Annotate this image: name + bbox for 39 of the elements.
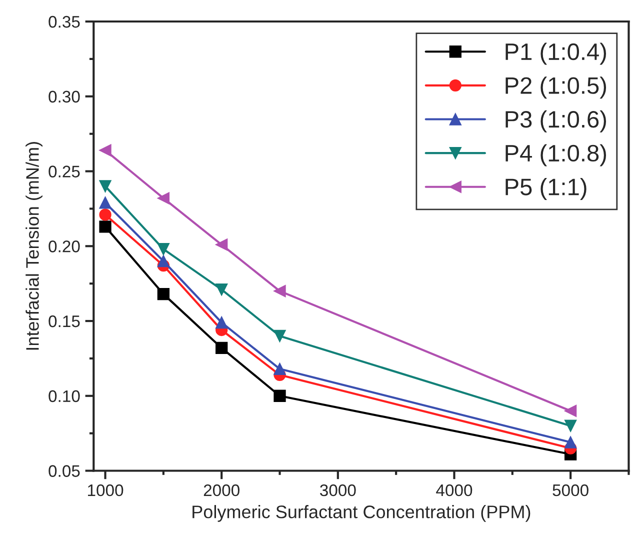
- point: [157, 288, 170, 300]
- legend-label: P3 (1:0.6): [506, 110, 606, 132]
- point: [216, 316, 228, 329]
- y-axis-title: Interfacial Tension (mN/m): [26, 142, 42, 350]
- point: [99, 144, 112, 156]
- legend-label: P5 (1:1): [506, 178, 586, 200]
- point: [157, 243, 170, 256]
- point: [274, 390, 286, 402]
- x-tick-label: 2000: [204, 484, 240, 496]
- point: [216, 342, 228, 354]
- y-tick-label: 0.10: [48, 390, 80, 402]
- point: [564, 420, 577, 432]
- y-tick-label: 0.30: [48, 90, 80, 103]
- x-tick-label: 1000: [88, 484, 124, 496]
- point: [274, 284, 286, 298]
- y-tick-label: 0.15: [48, 315, 80, 328]
- y-tick-label: 0.20: [48, 240, 80, 252]
- y-tick-label: 0.35: [48, 16, 80, 28]
- point: [216, 283, 228, 296]
- legend-label: P2 (1:0.5): [506, 76, 606, 99]
- point: [274, 330, 286, 342]
- x-axis-title: Polymeric Surfactant Concentration (PPM): [192, 505, 530, 522]
- point: [157, 192, 170, 204]
- x-tick-label: 3000: [320, 484, 356, 496]
- x-tick-label: 5000: [552, 484, 588, 496]
- point: [99, 180, 112, 192]
- point: [216, 238, 228, 251]
- point: [99, 196, 112, 209]
- point: [157, 255, 170, 268]
- point: [274, 362, 286, 375]
- legend-label: P4 (1:0.8): [506, 144, 606, 166]
- x-tick-label: 4000: [436, 484, 472, 496]
- point: [99, 208, 112, 221]
- legend-label: P1 (1:0.4): [506, 42, 606, 65]
- point: [564, 436, 577, 448]
- point: [564, 404, 577, 417]
- y-tick-label: 0.25: [48, 166, 80, 178]
- point: [99, 220, 112, 233]
- y-tick-label: 0.05: [48, 465, 80, 477]
